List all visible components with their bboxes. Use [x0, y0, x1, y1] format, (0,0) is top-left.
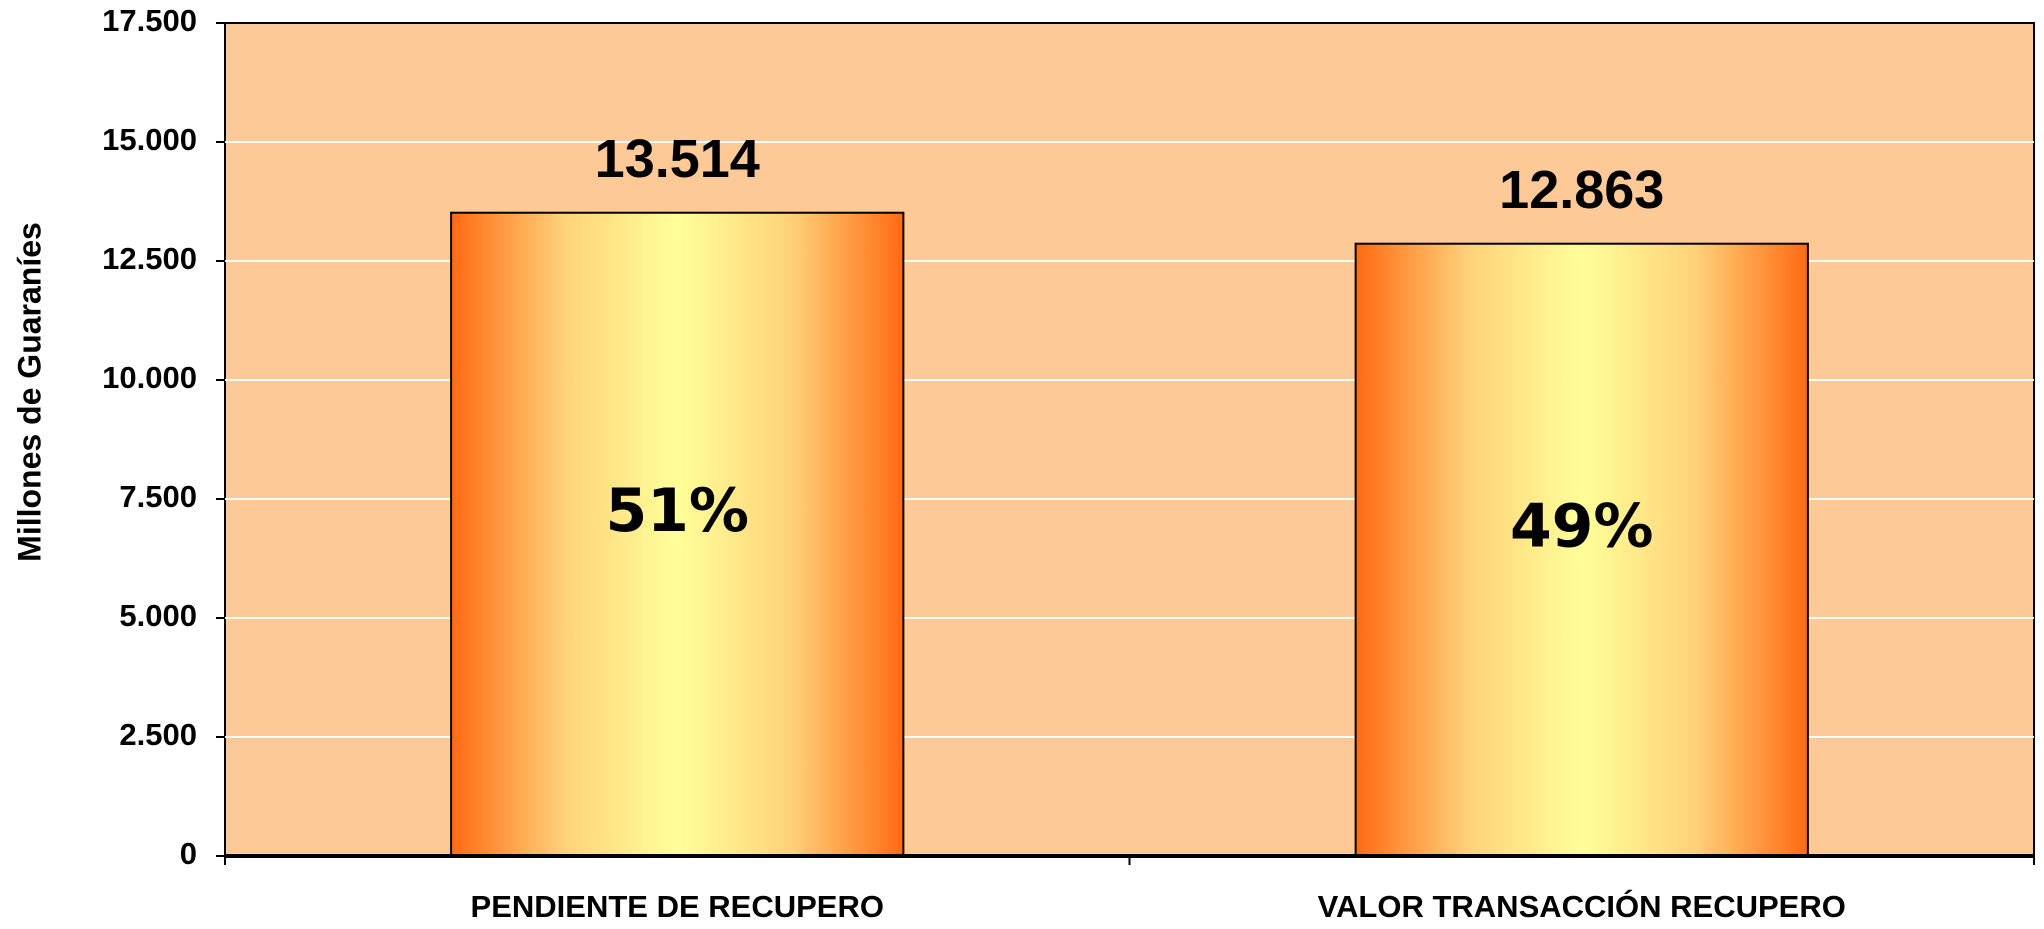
y-tick-label: 10.000: [102, 360, 197, 395]
value-label: 13.514: [595, 129, 760, 189]
y-axis-label: Millones de Guaraníes: [11, 222, 47, 562]
share-label: 49%: [1510, 491, 1654, 561]
x-tick-label: VALOR TRANSACCIÓN RECUPERO: [1318, 888, 1846, 924]
y-tick-label: 0: [180, 836, 197, 871]
y-tick-label: 15.000: [102, 122, 197, 157]
y-tick-label: 12.500: [102, 241, 197, 276]
x-tick-label: PENDIENTE DE RECUPERO: [471, 889, 884, 924]
value-label: 12.863: [1499, 160, 1664, 220]
y-tick-label: 5.000: [119, 598, 197, 633]
y-tick-label: 17.500: [102, 3, 197, 38]
y-tick-label: 7.500: [119, 479, 197, 514]
y-tick-label: 2.500: [119, 717, 197, 752]
bar: [1354, 242, 1809, 858]
bar: [450, 211, 905, 858]
share-label: 51%: [605, 476, 749, 546]
